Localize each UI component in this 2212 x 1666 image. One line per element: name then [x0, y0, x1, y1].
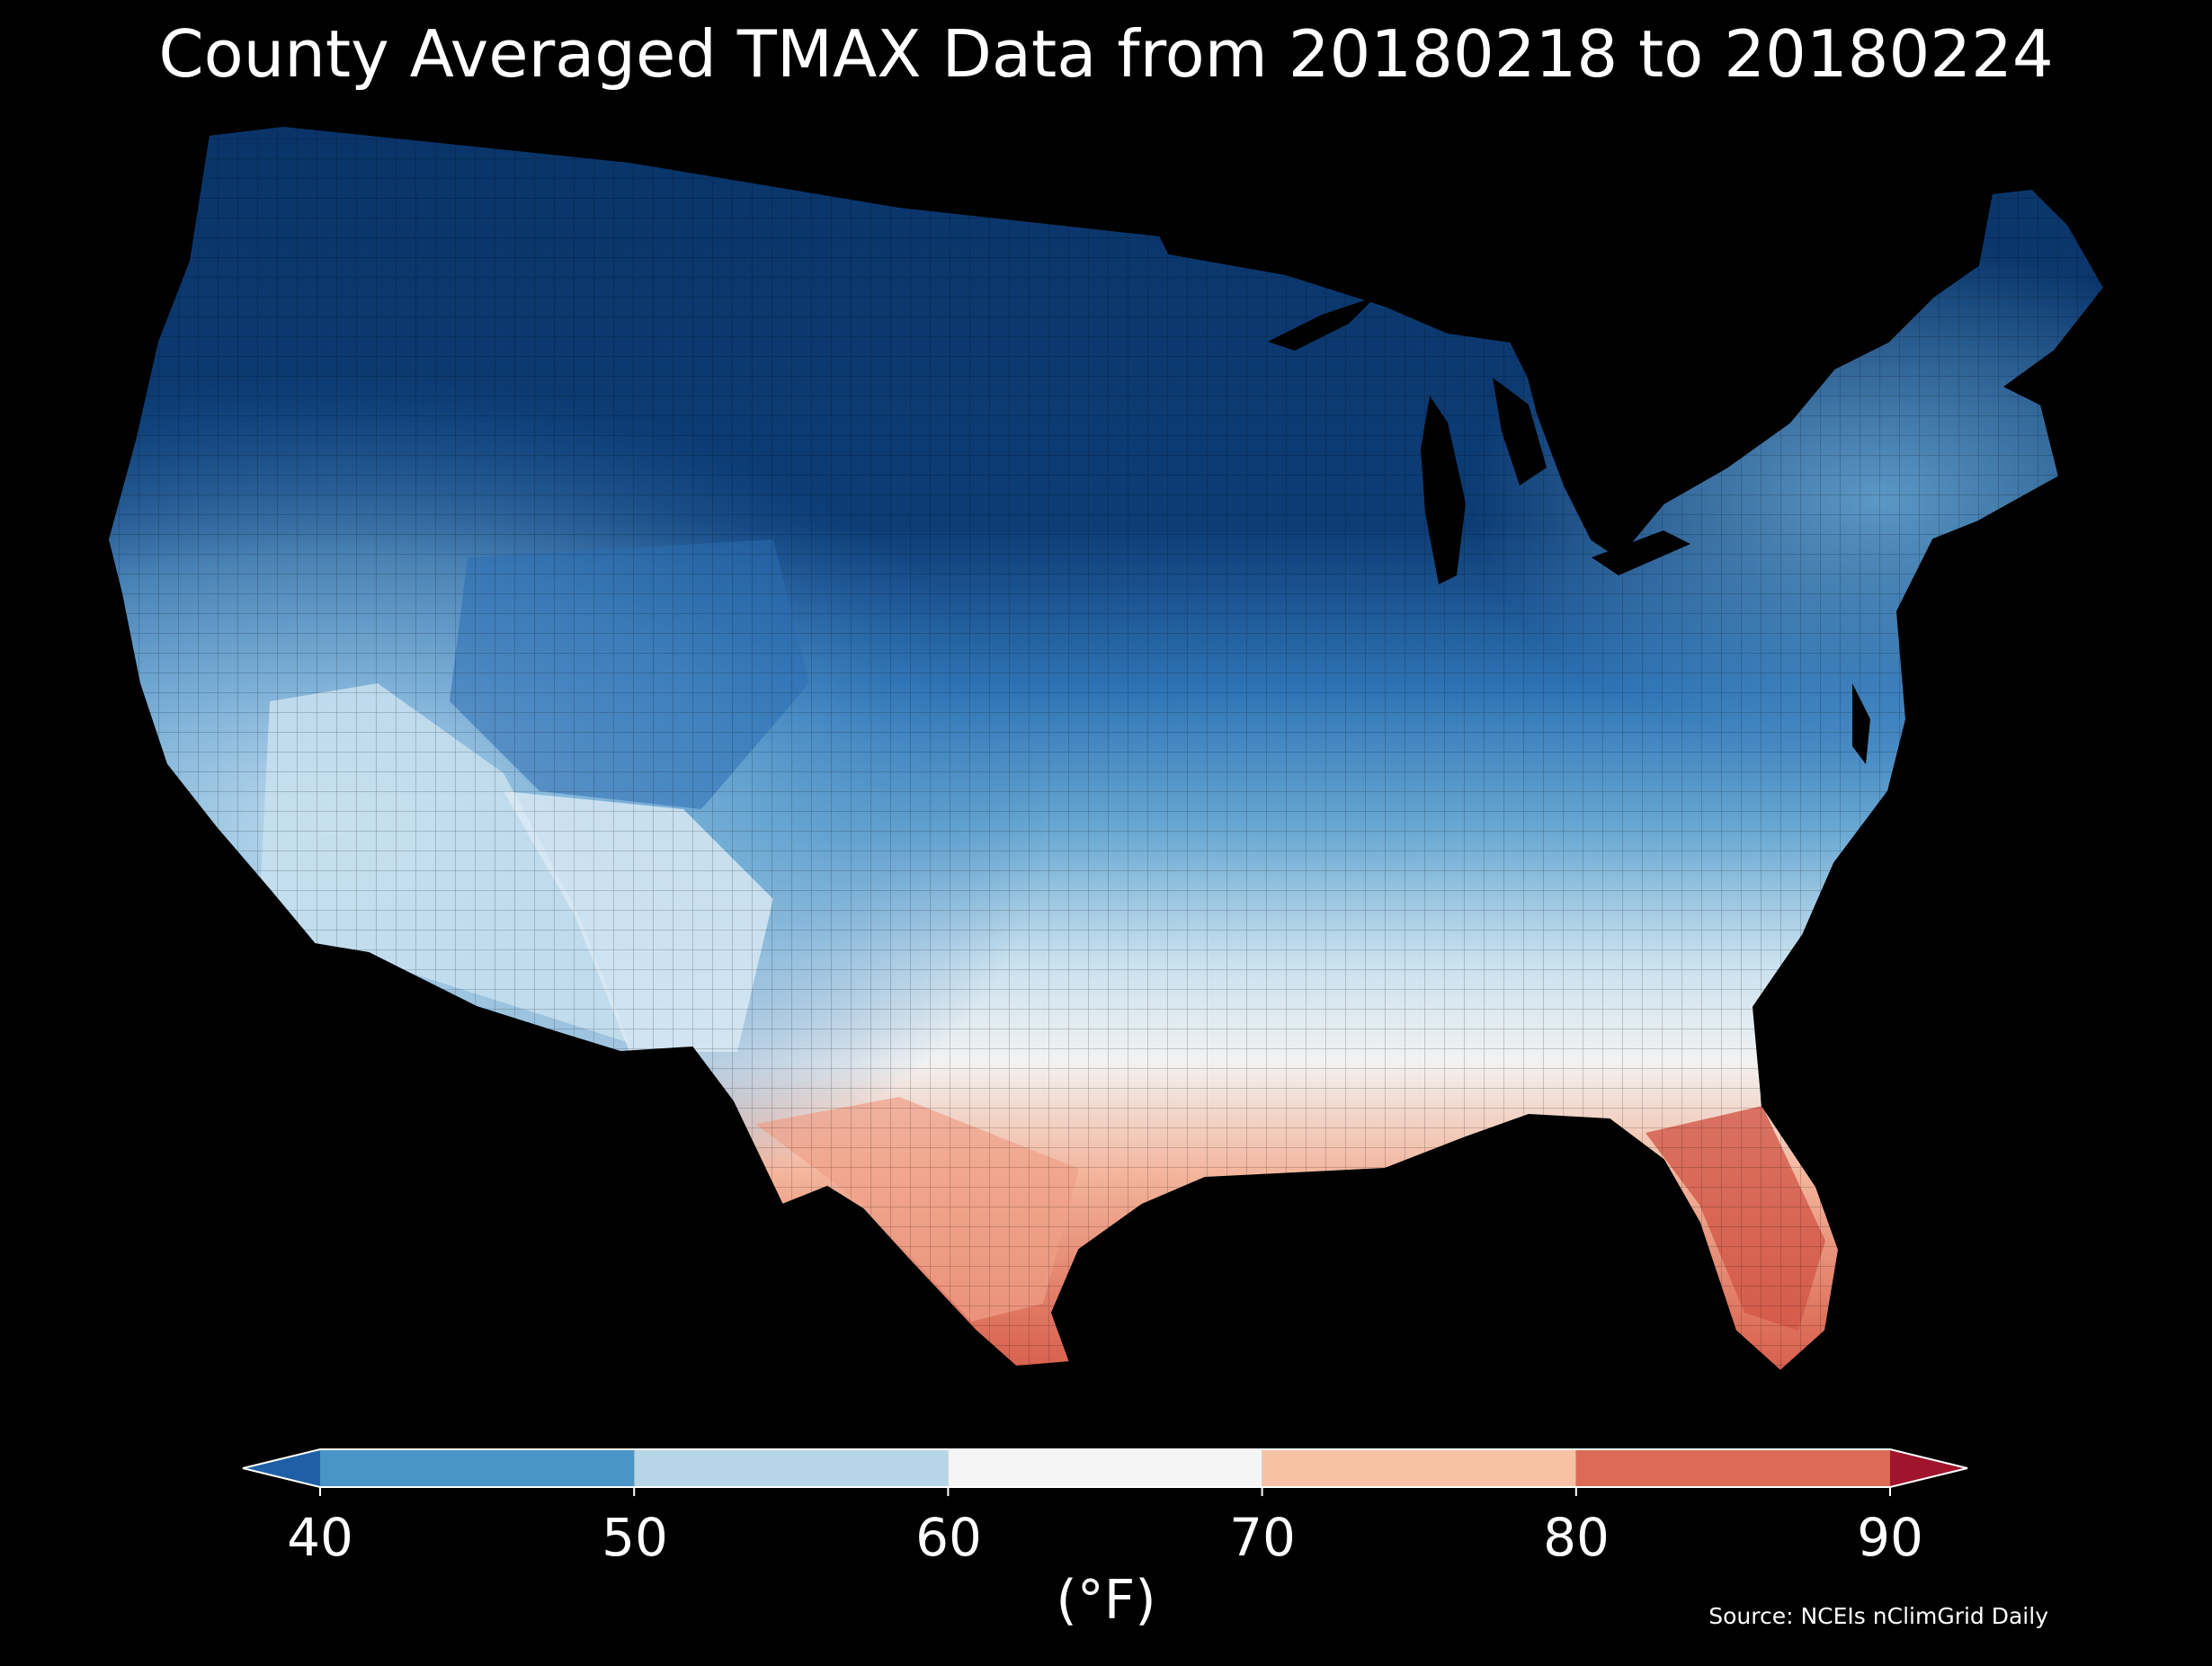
lake-huron — [1493, 378, 1547, 486]
colorbar-bin — [948, 1449, 1262, 1487]
source-note: Source: NCEIs nClimGrid Daily — [1708, 1603, 2048, 1629]
colorbar-tick-label: 80 — [1543, 1507, 1610, 1568]
colorbar-bin — [320, 1449, 635, 1487]
colorbar-tick-label: 70 — [1229, 1507, 1296, 1568]
colorbar-tick-label: 60 — [915, 1507, 982, 1568]
lake-superior — [1268, 297, 1376, 351]
colorbar-bin — [1262, 1449, 1576, 1487]
colorbar-label: (°F) — [1056, 1569, 1156, 1632]
lake-michigan — [1421, 396, 1466, 584]
map-title: County Averaged TMAX Data from 20180218 … — [158, 16, 2054, 92]
colorbar-extend-low — [243, 1449, 320, 1487]
colorbar-tick-label: 40 — [287, 1507, 353, 1568]
colorbar-extend-high — [1890, 1449, 1967, 1487]
colorbar-tick-label: 50 — [602, 1507, 668, 1568]
chesapeake-bay — [1852, 683, 1870, 764]
colorbar-tick-label: 90 — [1857, 1507, 1923, 1568]
colorbar-bin — [634, 1449, 949, 1487]
lake-erie — [1592, 530, 1690, 575]
colorbar-bin — [1575, 1449, 1890, 1487]
